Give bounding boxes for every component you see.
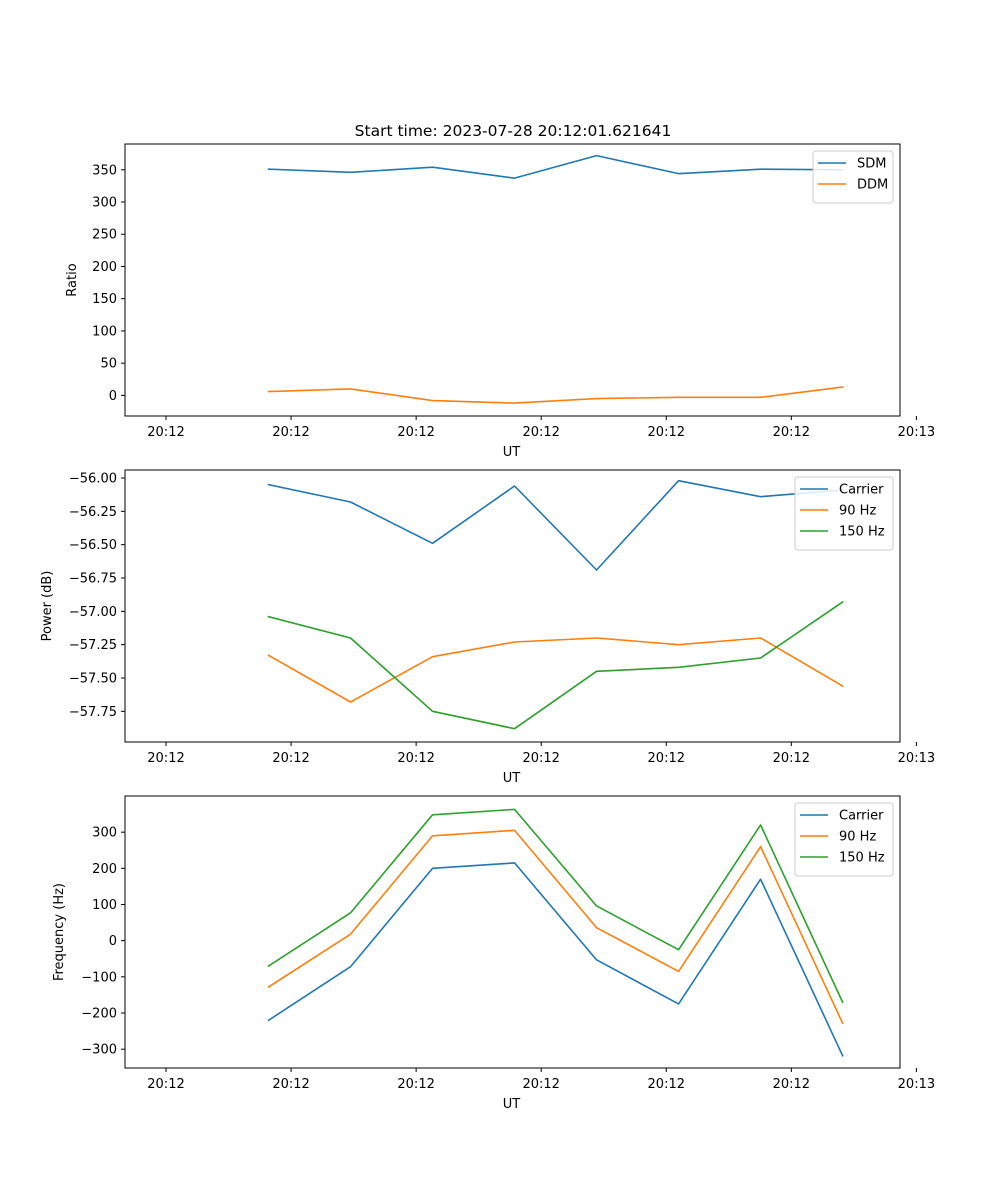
x-tick-label: 20:12 <box>147 1077 184 1092</box>
subplot-2: 20:12 20:12 20:12 20:12 20:12 20:12 20:13 UT −57… <box>40 469 935 786</box>
y-tick-label: −57.25 <box>69 638 117 653</box>
y-tick-label: −57.75 <box>69 705 117 720</box>
y-tick-label: −100 <box>81 970 117 985</box>
x-tick-label: 20:12 <box>272 1077 309 1092</box>
y-tick-label: 50 <box>100 357 117 372</box>
x-axis-label: UT <box>503 1097 521 1112</box>
x-tick-label: 20:12 <box>773 425 810 440</box>
legend-label: 90 Hz <box>839 504 876 519</box>
series-group <box>267 808 844 1057</box>
y-tick-label: −200 <box>81 1007 117 1022</box>
x-tick-label: 20:12 <box>147 751 184 766</box>
x-tick-label: 20:12 <box>648 751 685 766</box>
axes-frame <box>124 469 901 743</box>
x-axis: 20:12 20:12 20:12 20:12 20:12 20:12 20:13 UT <box>147 1068 935 1112</box>
y-tick-label: 250 <box>92 228 117 243</box>
x-tick-label: 20:12 <box>773 1077 810 1092</box>
y-axis: −300 −200 −100 0 100 200 300 Frequency (Hz) <box>52 826 125 1058</box>
y-tick-label: 0 <box>109 389 117 404</box>
y-tick-label: 0 <box>109 934 117 949</box>
x-axis-label: UT <box>503 445 521 460</box>
axes-frame <box>124 795 901 1069</box>
y-axis: −57.75 −57.50 −57.25 −57.00 −56.75 −56.50 −56.… <box>40 472 125 720</box>
y-tick-label: 200 <box>92 862 117 877</box>
y-tick-label: 300 <box>92 826 117 841</box>
legend-label: Carrier <box>839 809 884 824</box>
y-tick-label: 300 <box>92 196 117 211</box>
legend-label: 150 Hz <box>839 851 885 866</box>
x-tick-label: 20:12 <box>522 751 559 766</box>
x-axis: 20:12 20:12 20:12 20:12 20:12 20:12 20:13 UT <box>147 416 935 460</box>
legend-box <box>812 150 894 204</box>
subplot-1: 20:12 20:12 20:12 20:12 20:12 20:12 20:13 UT 0 50… <box>65 143 935 460</box>
series-line-90-hz <box>267 637 844 703</box>
y-tick-label: −56.75 <box>69 572 117 587</box>
x-axis: 20:12 20:12 20:12 20:12 20:12 20:12 20:13 UT <box>147 742 935 786</box>
series-group <box>267 479 844 730</box>
series-group <box>267 154 844 404</box>
x-tick-label: 20:12 <box>522 1077 559 1092</box>
y-tick-label: −56.25 <box>69 505 117 520</box>
legend: Carrier 90 Hz 150 Hz <box>794 476 894 551</box>
axes-frame <box>124 143 901 417</box>
y-tick-label: −56.50 <box>69 538 117 553</box>
x-axis-label: UT <box>503 771 521 786</box>
figure-title: Start time: 2023-07-28 20:12:01.621641 <box>355 122 672 140</box>
series-line-ddm <box>267 386 844 404</box>
series-line-carrier <box>267 862 844 1057</box>
x-tick-label: 20:13 <box>898 425 935 440</box>
x-tick-label: 20:12 <box>648 1077 685 1092</box>
legend: SDM DDM <box>812 150 894 204</box>
y-axis: 0 50 100 150 200 250 300 350 Ratio <box>65 163 125 404</box>
y-tick-label: 150 <box>92 292 117 307</box>
y-axis-label: Power (dB) <box>40 571 55 642</box>
subplots: 20:12 20:12 20:12 20:12 20:12 20:12 20:13 UT 0 50… <box>40 143 935 1112</box>
legend-label: Carrier <box>839 483 884 498</box>
y-axis-label: Frequency (Hz) <box>52 883 67 981</box>
x-tick-label: 20:12 <box>397 751 434 766</box>
legend-label: SDM <box>857 157 886 172</box>
x-tick-label: 20:12 <box>397 1077 434 1092</box>
y-tick-label: 200 <box>92 260 117 275</box>
y-tick-label: −300 <box>81 1043 117 1058</box>
series-line-sdm <box>267 154 844 179</box>
series-line-carrier <box>267 479 844 571</box>
y-tick-label: 100 <box>92 898 117 913</box>
legend: Carrier 90 Hz 150 Hz <box>794 802 894 877</box>
series-line-90-hz <box>267 829 844 1025</box>
subplot-3: 20:12 20:12 20:12 20:12 20:12 20:12 20:13 UT −30… <box>52 795 935 1112</box>
x-tick-label: 20:12 <box>147 425 184 440</box>
x-tick-label: 20:13 <box>898 1077 935 1092</box>
legend-label: DDM <box>857 178 888 193</box>
legend-label: 150 Hz <box>839 525 885 540</box>
y-axis-label: Ratio <box>65 263 80 296</box>
x-tick-label: 20:12 <box>522 425 559 440</box>
x-tick-label: 20:12 <box>397 425 434 440</box>
x-tick-label: 20:12 <box>648 425 685 440</box>
y-tick-label: 100 <box>92 324 117 339</box>
legend-label: 90 Hz <box>839 830 876 845</box>
y-tick-label: −57.00 <box>69 605 117 620</box>
series-line-150-hz <box>267 600 844 730</box>
series-line-150-hz <box>267 808 844 1004</box>
y-tick-label: 350 <box>92 163 117 178</box>
x-tick-label: 20:13 <box>898 751 935 766</box>
x-tick-label: 20:12 <box>272 425 309 440</box>
y-tick-label: −56.00 <box>69 472 117 487</box>
y-tick-label: −57.50 <box>69 672 117 687</box>
x-tick-label: 20:12 <box>272 751 309 766</box>
x-tick-label: 20:12 <box>773 751 810 766</box>
